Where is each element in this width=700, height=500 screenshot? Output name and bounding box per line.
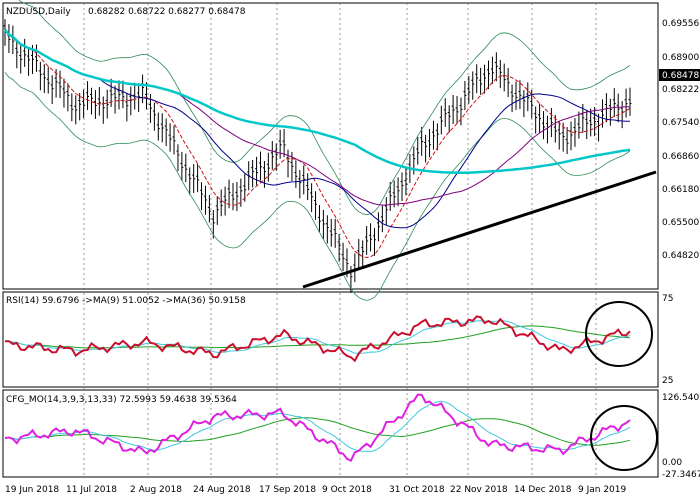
vertical-grid: [83, 3, 597, 477]
cfg-label: CFG_MO(14,3,9,3,13,33) 72.5993 59.4638 3…: [6, 395, 237, 405]
rsi-panel[interactable]: [2, 291, 659, 388]
cfg-signal-slow-line: [4, 417, 631, 446]
price-tick: 0.66180: [662, 185, 699, 195]
bollinger-lower: [4, 72, 631, 301]
bollinger-upper: [18, 0, 631, 216]
date-label: 24 Aug 2018: [193, 485, 251, 495]
price-tick: 0.68900: [662, 53, 699, 63]
date-label: 11 Jul 2018: [66, 485, 117, 495]
ohlc-readout: 0.68282 0.68722 0.68277 0.68478: [88, 7, 246, 17]
date-label: 9 Jan 2019: [578, 485, 626, 495]
rsi-highlight-ellipse[interactable]: [585, 301, 653, 367]
ma-long-line: [4, 28, 631, 174]
price-tick: 0.69556: [662, 19, 699, 29]
trendline[interactable]: [302, 170, 657, 289]
price-tick: 0.67540: [662, 118, 699, 128]
date-label: 31 Oct 2018: [389, 485, 445, 495]
ma-fast-line: [4, 29, 631, 259]
cfg-tick: 0.00: [662, 458, 682, 468]
symbol-header: NZDUSD,Daily: [6, 7, 71, 17]
current-price-label: 0.68478: [662, 71, 699, 81]
cfg-signal-fast-line: [4, 400, 631, 453]
price-tick: 0.66860: [662, 152, 699, 162]
date-label: 22 Nov 2018: [450, 485, 508, 495]
cfg-tick: -27.3467: [662, 470, 700, 480]
date-label: 14 Dec 2018: [514, 485, 572, 495]
cfg-tick: 126.5409: [662, 393, 700, 403]
cfg-series: [4, 393, 631, 463]
rsi-series: [4, 315, 631, 363]
current-price-marker: [659, 69, 700, 81]
rsi-line: [4, 315, 631, 363]
cfg-line: [4, 393, 631, 463]
cfg-highlight-ellipse[interactable]: [590, 405, 658, 471]
price-series: [3, 0, 632, 301]
price-tick: 0.65500: [662, 218, 699, 228]
price-panel[interactable]: [2, 2, 659, 290]
rsi-tick: 25: [662, 376, 673, 386]
rsi-tick: 75: [662, 294, 673, 304]
price-tick: 0.68222: [662, 85, 699, 95]
ma-slow-line: [4, 29, 630, 229]
date-label: 19 Jun 2018: [5, 485, 59, 495]
rsi-label: RSI(14) 59.6796 ->MA(9) 51.0052 ->MA(36)…: [6, 296, 246, 306]
price-axis: 0.69556 0.68900 0.68222 0.67540 0.66860 …: [662, 19, 699, 261]
date-axis: 19 Jun 2018 11 Jul 2018 2 Aug 2018 24 Au…: [5, 485, 626, 495]
price-tick: 0.64820: [662, 251, 699, 261]
date-label: 2 Aug 2018: [130, 485, 182, 495]
date-label: 9 Oct 2018: [322, 485, 372, 495]
date-label: 17 Sep 2018: [259, 485, 316, 495]
